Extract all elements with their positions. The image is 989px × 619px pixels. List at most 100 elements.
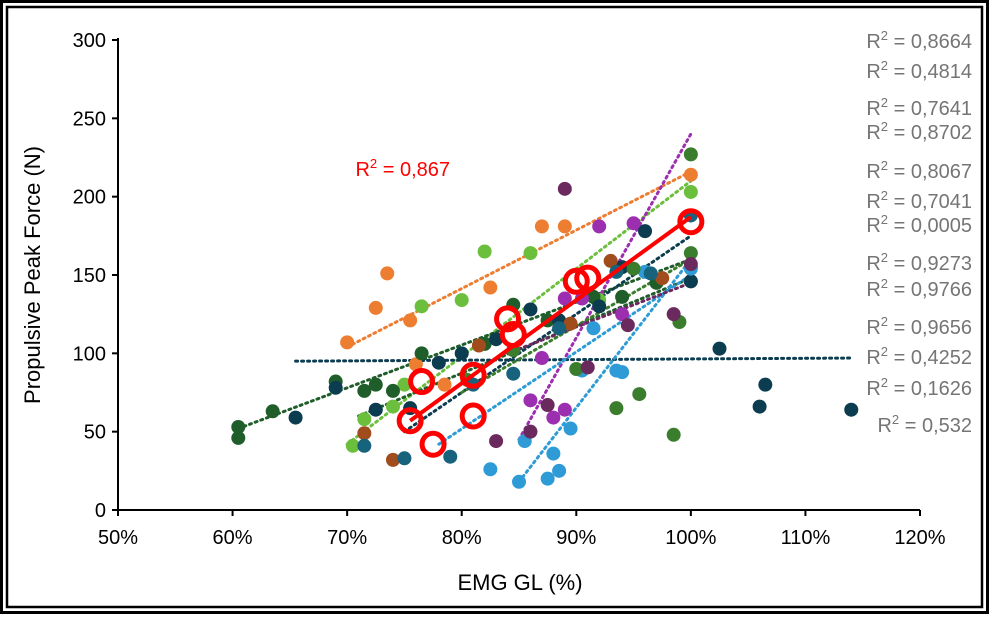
axes-group: 0 50 100 150 200 250 300 50% 60% 70% 80% 90% 100% 110…: [73, 30, 946, 549]
data-point: [534, 351, 549, 366]
red-circle-point: [419, 430, 447, 458]
r2-label: R2 = 0,9766: [866, 276, 972, 301]
data-point: [615, 289, 630, 304]
data-point: [512, 474, 526, 489]
data-point: [483, 280, 498, 295]
data-point: [683, 246, 698, 261]
data-point: [683, 167, 698, 182]
data-point: [431, 355, 446, 370]
data-point: [626, 216, 641, 231]
data-point: [546, 446, 561, 461]
data-point: [443, 449, 458, 464]
data-point: [752, 399, 767, 414]
chart-border-inner: [5, 5, 984, 609]
r2-label: R2 = 0,8664: [866, 28, 972, 53]
x-tick-label: 90%: [556, 527, 596, 549]
data-point: [557, 291, 572, 306]
data-point: [523, 246, 538, 261]
data-point: [552, 463, 567, 478]
data-point: [586, 321, 601, 336]
data-point: [408, 357, 423, 372]
data-point: [489, 332, 504, 347]
data-point: [523, 393, 538, 408]
data-point: [580, 360, 595, 375]
y-tick-label: 300: [73, 30, 106, 52]
data-point: [557, 402, 572, 417]
red-circle-point: [459, 402, 487, 430]
data-point: [758, 377, 773, 392]
data-point: [506, 366, 521, 381]
y-tick-label: 50: [84, 422, 106, 444]
data-point: [569, 362, 584, 376]
data-point: [683, 184, 698, 199]
data-point: [231, 430, 246, 445]
data-point: [683, 147, 698, 162]
data-point: [437, 377, 452, 392]
data-point: [666, 427, 681, 442]
data-point: [615, 307, 630, 322]
x-tick-label: 60%: [213, 527, 253, 549]
data-point: [403, 313, 418, 328]
y-axis-label: Propulsive Peak Force (N): [20, 146, 45, 404]
data-point: [557, 219, 572, 234]
r2-label: R2 = 0,8702: [866, 119, 972, 144]
data-point: [483, 462, 498, 477]
data-point: [666, 307, 681, 322]
data-point: [546, 410, 561, 425]
data-point: [357, 412, 372, 427]
data-point: [563, 316, 578, 331]
data-point: [385, 383, 400, 398]
r2-label: R2 = 0,9656: [866, 314, 972, 339]
trendline: [517, 257, 693, 484]
r2-label: R2 = 0,7641: [866, 95, 972, 120]
data-point: [844, 402, 859, 417]
red-circle-point: [396, 407, 424, 435]
data-point: [265, 404, 280, 419]
data-point: [523, 302, 538, 317]
data-point: [288, 410, 303, 425]
trendline: [437, 273, 693, 446]
data-point: [477, 244, 492, 259]
trendline: [517, 132, 693, 441]
data-point: [638, 224, 653, 239]
y-tick-label: 100: [73, 343, 106, 365]
trendline: [506, 281, 693, 355]
x-tick-label: 50%: [98, 527, 138, 549]
y-tick-label: 0: [95, 500, 106, 522]
data-point: [552, 321, 567, 336]
data-point: [357, 426, 372, 441]
trendline: [294, 356, 853, 363]
data-point: [683, 257, 698, 272]
data-point: [397, 377, 412, 392]
data-point: [345, 438, 360, 453]
data-point: [328, 380, 343, 395]
data-point: [454, 346, 469, 361]
data-point: [632, 387, 647, 402]
data-point: [231, 419, 246, 434]
y-tick-label: 200: [73, 187, 106, 209]
data-point: [540, 398, 555, 413]
x-axis-label: EMG GL (%): [457, 570, 582, 595]
data-point: [385, 452, 400, 467]
r2-label: R2 = 0,7041: [866, 188, 972, 213]
r2-label: R2 = 0,0005: [866, 212, 972, 237]
data-point: [454, 293, 469, 308]
y-tick-label: 150: [73, 265, 106, 287]
data-point: [643, 266, 658, 281]
data-points-group: [231, 147, 859, 489]
data-point: [380, 266, 395, 281]
y-tick-label: 250: [73, 108, 106, 130]
data-point: [615, 365, 630, 380]
x-tick-label: 120%: [894, 527, 945, 549]
data-point: [368, 402, 383, 417]
r2-label: R2 = 0,1626: [866, 375, 972, 400]
data-point: [683, 274, 698, 289]
data-point: [592, 299, 607, 314]
data-point: [620, 318, 635, 333]
x-tick-label: 70%: [327, 527, 367, 549]
red-circle-point: [499, 321, 527, 349]
data-point: [534, 219, 549, 234]
trendline: [236, 257, 693, 431]
